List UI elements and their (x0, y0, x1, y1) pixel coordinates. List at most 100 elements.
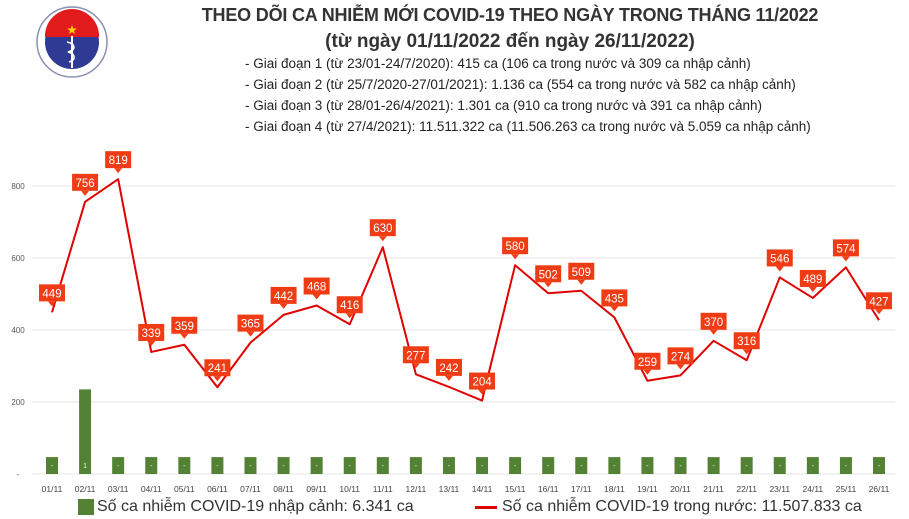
line-data-label-pointer (577, 279, 586, 285)
line-data-label-pointer (213, 376, 222, 382)
line-data-label: 574 (836, 243, 856, 255)
bar-data-label: - (282, 463, 285, 470)
line-data-label: 316 (737, 336, 756, 348)
x-tick-label: 24/11 (803, 484, 824, 494)
line-data-label-box (369, 219, 396, 237)
line-data-label-pointer (742, 349, 751, 355)
line-data-label-box (601, 289, 628, 307)
x-tick-label: 19/11 (637, 484, 658, 494)
bar (873, 457, 885, 474)
y-tick-label: 800 (11, 182, 25, 191)
bar-data-label: - (812, 463, 815, 470)
line-data-label: 359 (175, 321, 194, 333)
line-data-label-box (502, 237, 529, 255)
line-data-label: 509 (572, 267, 591, 279)
line-data-label-box (799, 269, 826, 287)
bar-data-label: - (117, 463, 120, 470)
line-data-label-box (303, 277, 330, 295)
x-tick-label: 04/11 (141, 484, 162, 494)
x-tick-label: 08/11 (273, 484, 294, 494)
line-data-label: 370 (704, 317, 723, 329)
bar (178, 457, 191, 474)
bar (211, 457, 224, 474)
x-tick-label: 02/11 (75, 484, 96, 494)
legend-label-line: Số ca nhiễm COVID-19 trong nước: 11.507.… (502, 498, 862, 515)
bar-data-label: - (315, 463, 318, 470)
bar (773, 457, 786, 474)
bar (442, 457, 455, 474)
bar (806, 457, 819, 474)
bar-data-label: - (150, 463, 153, 470)
x-tick-label: 05/11 (174, 484, 195, 494)
y-tick-label: 200 (11, 398, 25, 407)
x-tick-label: 18/11 (604, 484, 625, 494)
bar (575, 457, 588, 474)
ministry-of-health-logo (36, 6, 108, 78)
line-data-label-box (435, 358, 462, 376)
line-data-label: 242 (439, 363, 458, 375)
line-data-label-pointer (478, 389, 487, 395)
bar (740, 457, 753, 474)
line-data-label: 630 (373, 223, 392, 235)
x-tick-label: 16/11 (538, 484, 559, 494)
stage-note-3: - Giai đoạn 3 (từ 28/01-26/4/2021): 1.30… (245, 98, 763, 113)
bar-data-label: - (613, 463, 616, 470)
line-data-label: 259 (638, 357, 657, 369)
line-data-label: 435 (605, 293, 624, 305)
bar (409, 457, 422, 474)
line-data-label: 502 (539, 269, 558, 281)
line-data-label-pointer (114, 168, 123, 174)
x-tick-label: 21/11 (703, 484, 724, 494)
bar (608, 457, 621, 474)
x-tick-label: 06/11 (207, 484, 228, 494)
y-tick-label: 400 (11, 326, 25, 335)
y-tick-label: - (17, 470, 20, 479)
stage-note-4: - Giai đoạn 4 (từ 27/4/2021): 11.511.322… (245, 119, 811, 134)
x-tick-label: 14/11 (472, 484, 493, 494)
line-data-label-box (336, 296, 363, 314)
x-tick-label: 22/11 (736, 484, 757, 494)
bar-data-label: - (646, 463, 649, 470)
bar-data-label: - (448, 463, 451, 470)
line-data-label-box (667, 347, 694, 365)
stage-note-1: - Giai đoạn 1 (từ 23/01-24/7/2020): 415 … (245, 56, 751, 71)
line-data-label-box (535, 265, 562, 283)
bar-data-label: - (183, 463, 186, 470)
y-tick-label: 600 (11, 254, 25, 263)
bar-data-label: - (514, 463, 517, 470)
line-data-label: 489 (803, 274, 822, 286)
legend-item-bar: Số ca nhiễm COVID-19 nhập cảnh: 6.341 ca (78, 498, 414, 516)
line-data-label-box (270, 286, 297, 304)
x-tick-label: 26/11 (869, 484, 890, 494)
line-data-label-pointer (610, 306, 619, 312)
bar-data-label: - (382, 463, 385, 470)
line-data-label-box (39, 284, 65, 302)
x-tick-label: 01/11 (42, 484, 63, 494)
bar (277, 457, 290, 474)
bar (674, 457, 687, 474)
chart-subtitle: (từ ngày 01/11/2022 đến ngày 26/11/2022) (325, 31, 695, 52)
x-tick-label: 15/11 (505, 484, 526, 494)
bar-data-label: - (249, 463, 252, 470)
bar (839, 457, 852, 474)
line-data-label-box (832, 239, 859, 257)
line-data-label-pointer (875, 309, 883, 315)
bar-data-label: 1 (83, 463, 87, 470)
bar-data-label: - (712, 463, 715, 470)
line-data-label-box (469, 372, 496, 390)
bar-data-label: - (746, 463, 749, 470)
bar-data-label: - (415, 463, 418, 470)
bar (476, 457, 489, 474)
x-tick-label: 20/11 (670, 484, 691, 494)
legend-swatch-bar (78, 499, 94, 515)
line-data-label-pointer (444, 375, 453, 381)
line-data-label-pointer (411, 363, 420, 369)
bar (509, 457, 522, 474)
line-data-label-pointer (841, 256, 850, 262)
line-data-label-box (138, 323, 165, 341)
line-data-label: 339 (142, 328, 161, 340)
x-tick-label: 09/11 (306, 484, 327, 494)
line-data-label: 204 (472, 377, 492, 389)
line-data-label-pointer (544, 282, 553, 288)
